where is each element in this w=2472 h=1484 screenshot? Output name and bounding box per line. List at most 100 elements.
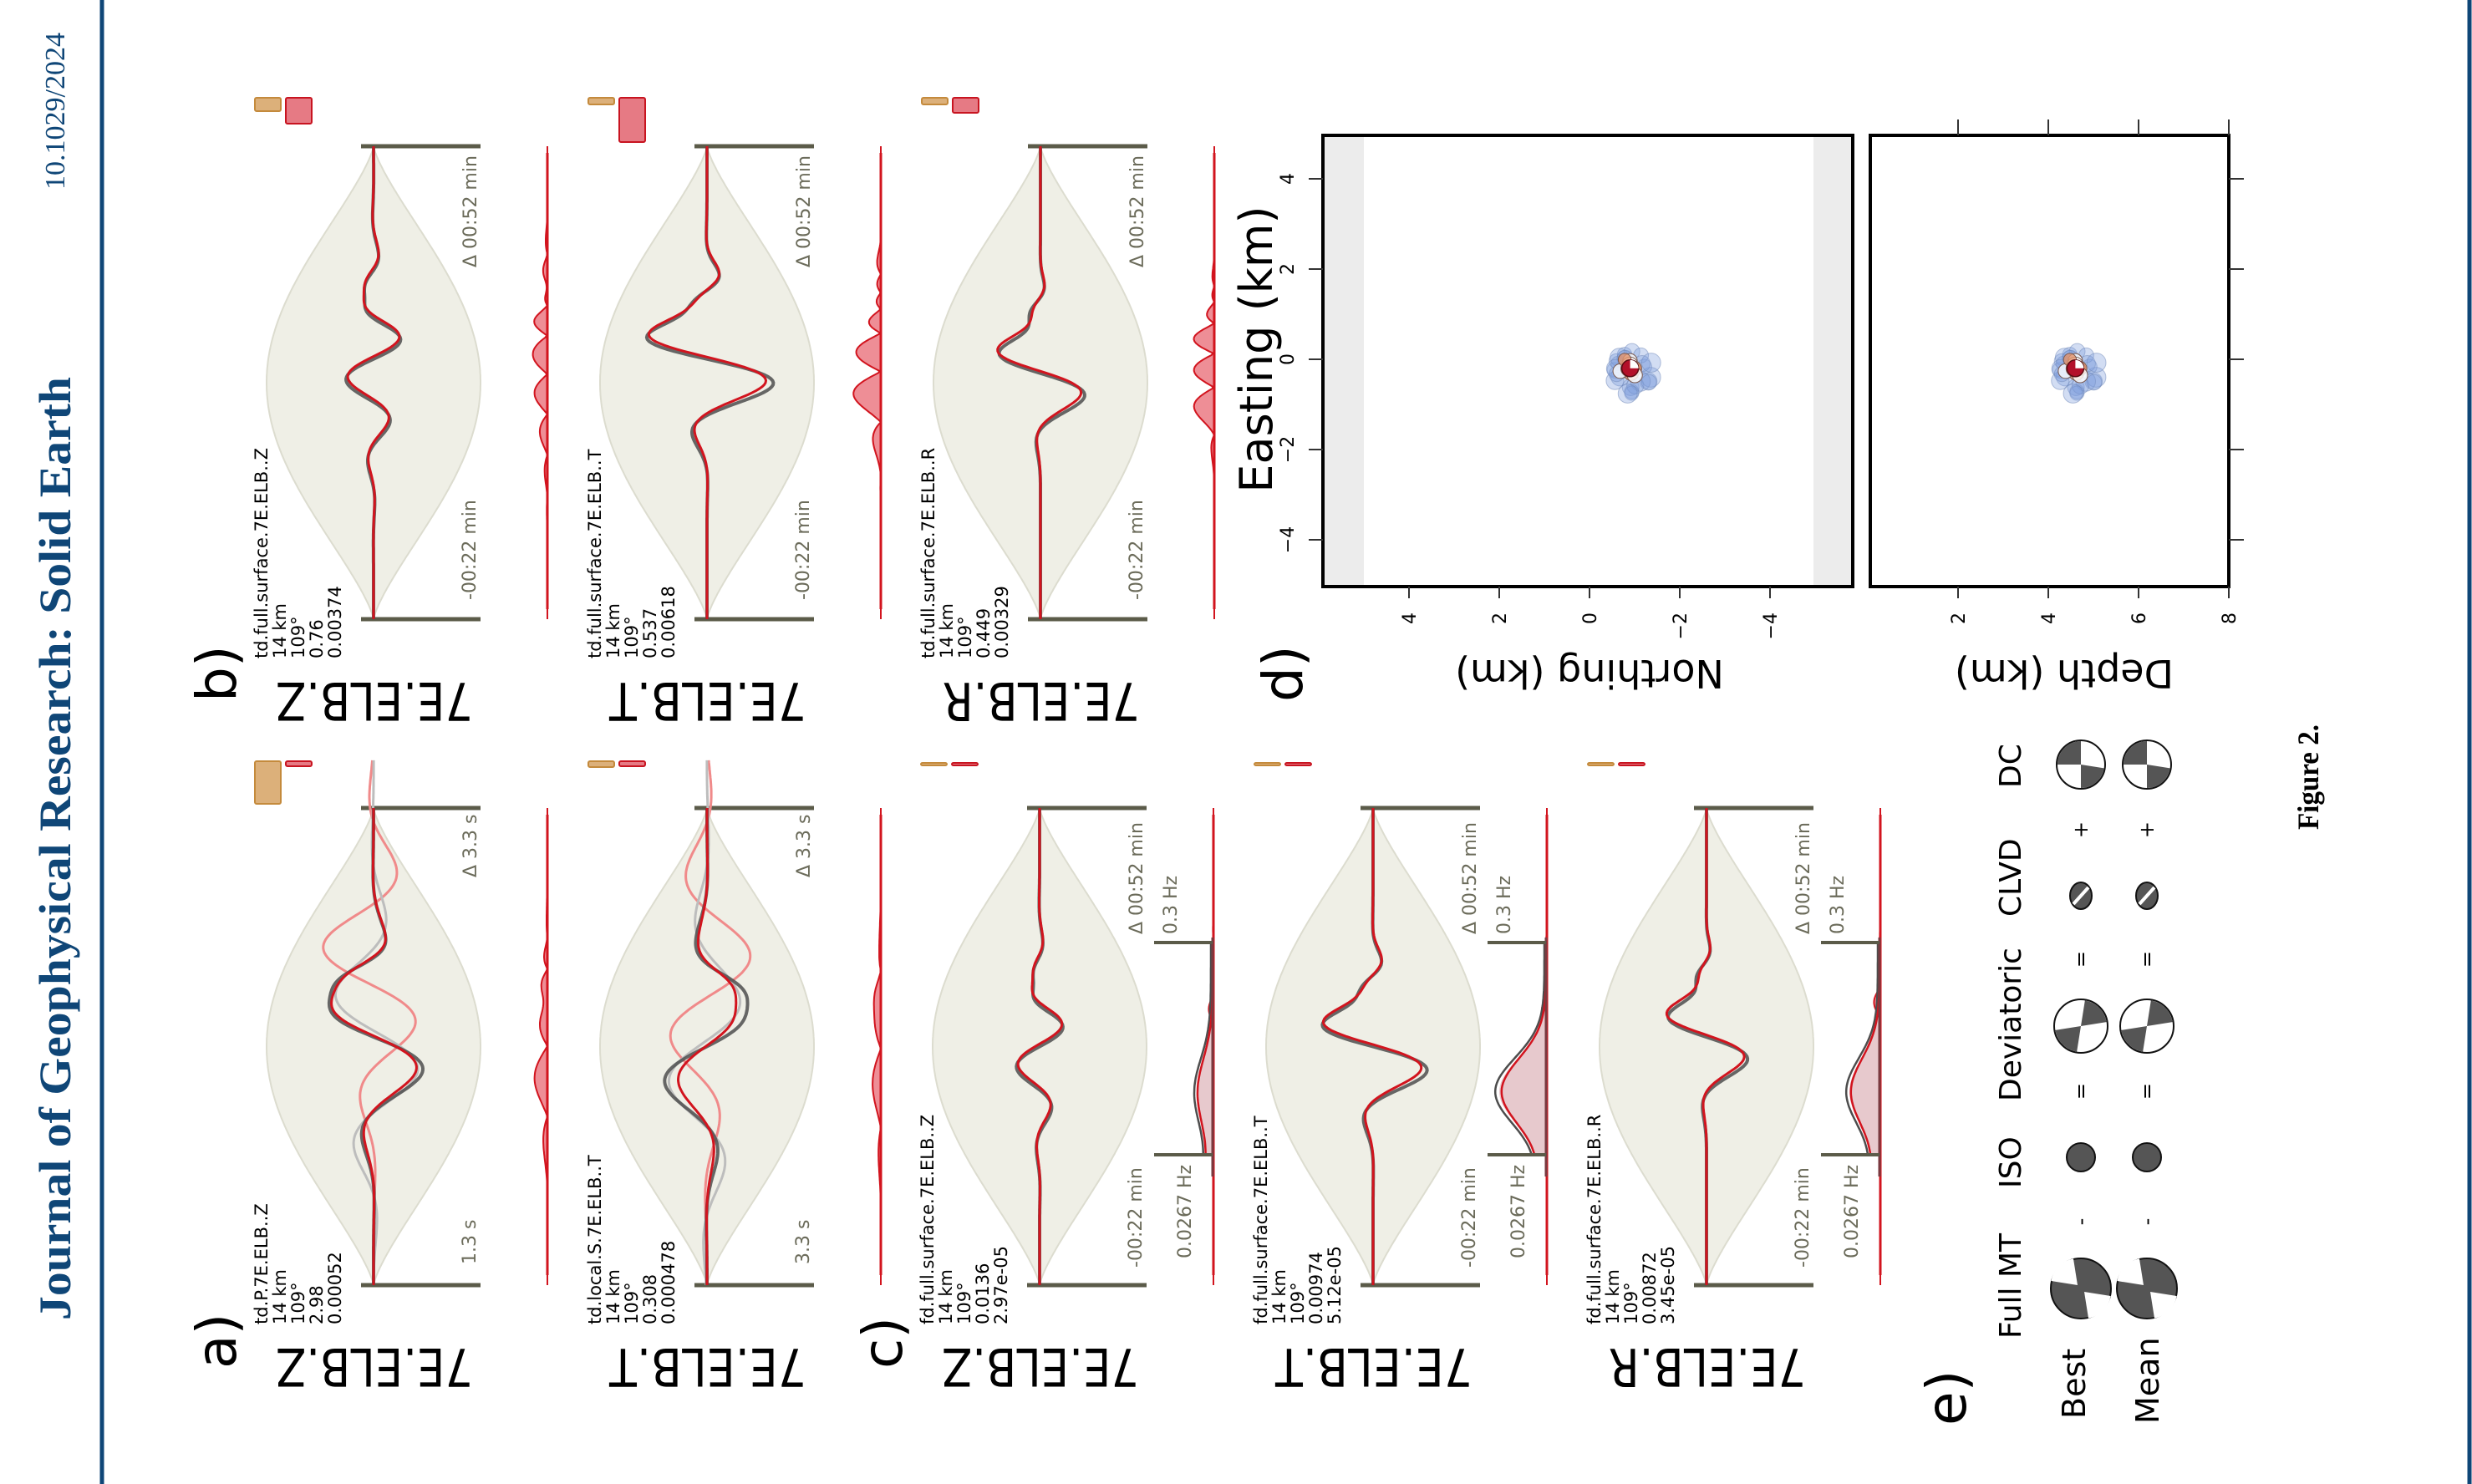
depth-axis-label: Depth (km) <box>1955 651 2174 696</box>
weight-bar-orange <box>1254 762 1281 766</box>
misfit-residual <box>1193 146 1216 619</box>
weight-bar-orange <box>920 762 948 766</box>
northing-tick-label: 4 <box>1400 612 1421 624</box>
operator-symbol: + <box>2069 821 2093 838</box>
decomposition-column-label: CLVD <box>1994 838 2028 917</box>
trace-info-line: 14 km <box>603 1269 623 1324</box>
time-start-label: -00:22 min <box>793 500 814 600</box>
easting-tick-label: 0 <box>1278 353 1299 365</box>
time-window-label: Δ 00:52 min <box>1793 822 1814 934</box>
trace-info-line: 0.00052 <box>325 1252 345 1324</box>
misfit-residual <box>852 146 882 619</box>
trace-id-label: td.full.surface.7E.ELB..T <box>585 449 605 658</box>
time-start-label: -00:22 min <box>1126 1167 1147 1268</box>
trace-info-line: 0.308 <box>640 1274 660 1324</box>
operator-symbol: - <box>2135 1218 2159 1226</box>
waveform-row: -00:22 min Δ 00:52 min fd.full.surface.7E.… <box>1584 762 1882 1397</box>
beachball-dilatation <box>2150 1292 2177 1319</box>
station-label: 7E.ELB.T <box>608 1336 806 1397</box>
trace-info-line: 0.00618 <box>659 586 679 658</box>
spectrum-fmax-label: 0.3 Hz <box>1494 876 1515 934</box>
panel-label-e: e) <box>1915 1370 1979 1426</box>
northing-tick-label: −2 <box>1671 612 1691 639</box>
iso-beachball <box>2066 1142 2096 1172</box>
beachball-compression <box>2147 1000 2173 1026</box>
alternative-synthetic-trace <box>669 760 752 1285</box>
operator-symbol: = <box>2069 951 2093 968</box>
solution-marker <box>2086 353 2107 373</box>
panel-label-b: b) <box>185 645 249 702</box>
panel-label-a: a) <box>185 1314 249 1369</box>
time-start-label: -00:22 min <box>1127 500 1147 600</box>
panel-label-d: d) <box>1251 645 1315 702</box>
weight-bar-orange <box>587 97 615 105</box>
solution-marker <box>1617 384 1638 404</box>
trace-id-label: td.full.surface.7E.ELB..Z <box>252 448 272 658</box>
observed-spectrum <box>1844 943 1879 1156</box>
synthetic-trace <box>1321 808 1423 1285</box>
trace-id-label: td.local.S.7E.ELB..T <box>585 1155 605 1324</box>
trace-info-line: 14 km <box>270 603 290 658</box>
station-label: 7E.ELB.R <box>943 670 1140 731</box>
waveform-row: -00:22 min Δ 00:52 min td.full.surface.7E.… <box>252 97 549 731</box>
trace-info-line: 3.45e-05 <box>1658 1246 1678 1324</box>
trace-info-line: 0.76 <box>307 619 327 658</box>
weight-bar-orange <box>254 760 282 805</box>
decomposition-column-label: Deviatoric <box>1994 948 2028 1101</box>
depth-tick-label: 4 <box>2039 612 2060 624</box>
beachball-compression <box>2124 741 2147 765</box>
panel-label-c: c) <box>851 1317 915 1369</box>
beachball-compression <box>2055 1026 2081 1052</box>
depth-section-solution-cluster <box>2051 343 2107 404</box>
spectrum-fmin-label: 0.0267 Hz <box>1508 1165 1529 1258</box>
station-label: 7E.ELB.R <box>1609 1336 1806 1397</box>
spectrum-fmin-label: 0.0267 Hz <box>1175 1165 1196 1258</box>
doi-text: 10.1029/2024 <box>40 33 71 190</box>
synthetic-trace <box>346 146 401 619</box>
trace-info-line: 109° <box>1288 1282 1308 1324</box>
time-start-label: -00:22 min <box>1793 1167 1813 1268</box>
clvd-nodal-band <box>2138 886 2156 906</box>
trace-id-label: td.P.7E.ELB..Z <box>252 1203 272 1324</box>
trace-info-line: 0.537 <box>640 608 660 658</box>
northing-tick-label: 0 <box>1580 612 1601 624</box>
time-window-label: Δ 00:52 min <box>1127 155 1148 267</box>
operator-symbol: + <box>2135 821 2159 838</box>
misfit-residual <box>532 146 549 619</box>
misfit-bar-red <box>1284 762 1312 766</box>
easting-tick-label: −2 <box>1278 436 1299 463</box>
easting-axis-label: Easting (km) <box>1230 206 1283 492</box>
misfit-bar-red <box>618 97 646 143</box>
panel-a: 1.3 sΔ 3.3 std.P.7E.ELB..Z14 km109°2.980… <box>252 760 882 1397</box>
northing-axis-label: Northing (km) <box>1455 651 1724 696</box>
time-window-label: Δ 00:52 min <box>1460 822 1481 934</box>
decomposition-column-label: DC <box>1994 744 2028 788</box>
trace-info-line: 14 km <box>270 1269 290 1324</box>
trace-info-line: 5.12e-05 <box>1325 1246 1345 1324</box>
journal-title: Journal of Geophysical Research: Solid E… <box>30 377 80 1320</box>
row-label-mean: Mean <box>2129 1337 2166 1424</box>
waveform-row: 3.3 s Δ 3.3 s td.local.S.7E.ELB..T14 km109… <box>585 760 882 1397</box>
waveform-row: -00:22 min Δ 00:52 min fd.full.surface.7E.… <box>918 762 1215 1397</box>
trace-info-line: 109° <box>1621 1282 1641 1324</box>
waveform-row: -00:22 min Δ 00:52 min fd.full.surface.7E.… <box>1251 762 1549 1397</box>
trace-info-line: 109° <box>622 616 642 658</box>
beachball-dilatation <box>2084 1292 2111 1319</box>
map-view-solution-cluster <box>1605 343 1661 404</box>
time-start-label: -00:22 min <box>1459 1167 1480 1268</box>
trace-info-line: 14 km <box>937 603 957 658</box>
operator-symbol: = <box>2135 1083 2159 1100</box>
misfit-residual <box>533 808 549 1285</box>
synthetic-trace <box>996 146 1083 619</box>
station-label: 7E.ELB.T <box>1274 1336 1473 1397</box>
beachball-compression <box>2057 741 2081 765</box>
trace-id-label: td.full.surface.7E.ELB..R <box>918 448 938 658</box>
trace-info-line: 0.000478 <box>659 1241 679 1324</box>
synthetic-trace <box>648 146 768 619</box>
operator-symbol: = <box>2069 1083 2093 1100</box>
time-start-label: 3.3 s <box>793 1220 814 1264</box>
spectrum-fill <box>1849 943 1879 1155</box>
spectrum-fmin-label: 0.0267 Hz <box>1842 1165 1863 1258</box>
decomposition-column-label: Full MT <box>1994 1232 2028 1339</box>
